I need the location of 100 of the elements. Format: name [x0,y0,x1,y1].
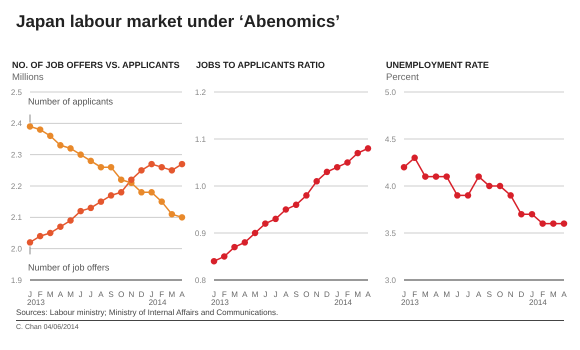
point [411,154,418,162]
point [57,142,64,149]
x-tick-label: A [179,290,186,299]
point [67,145,74,152]
point [98,198,104,205]
x-tick-label: S [293,290,299,299]
point [148,189,155,196]
text: 2013 [401,298,420,307]
chart-title: NO. OF JOB OFFERS VS. APPLICANTS [12,60,181,72]
point [57,223,64,230]
point [262,220,269,227]
point [26,239,34,246]
chart-title: JOBS TO APPLICANTS RATIO [196,60,326,72]
point [432,173,440,180]
point [98,164,104,170]
x-tick-label: J [150,290,154,299]
x-tick-label: J [335,290,340,299]
point [303,192,310,199]
y-tick-label: 1.9 [10,276,23,285]
point [550,220,557,227]
y-tick-label: 2.4 [10,119,23,128]
point [158,198,165,205]
x-tick-label: O [118,290,124,299]
x-tick-label: N [314,290,320,299]
point [364,145,372,152]
point [67,217,74,224]
point [168,167,176,174]
x-tick-label: S [108,290,114,299]
y-axis-title: Millions [12,72,45,84]
point [108,164,114,170]
point [475,173,482,180]
point [88,158,94,164]
x-tick-label: J [28,290,32,299]
point [221,253,228,260]
x-tick-label: M [550,290,557,299]
text: 2013 [27,298,46,307]
text: Japan labour market under ‘Abenomics’ [16,12,340,32]
y-tick-label: 2.3 [10,150,23,160]
point [528,210,536,218]
x-tick-label: A [476,290,482,299]
x-tick-label: M [168,290,176,299]
point [108,192,114,199]
point [354,150,361,156]
y-tick-label: 4.0 [384,182,397,191]
point [77,151,84,158]
x-tick-label: J [274,290,278,299]
x-tick-label: M [231,290,238,299]
point [313,178,320,185]
x-tick-label: A [365,290,372,299]
point [178,160,186,168]
point [178,214,186,221]
x-tick-label: F [345,290,350,299]
series-label: Number of applicants [28,96,114,106]
point [231,244,238,250]
x-tick-label: F [38,290,43,299]
point [454,192,461,199]
point [344,159,351,166]
y-tick-label: 4.5 [384,134,397,144]
point [88,204,94,212]
point [158,164,165,170]
point [47,230,54,236]
x-tick-label: J [402,290,406,299]
x-tick-label: J [78,290,83,299]
x-tick-label: A [242,290,248,299]
x-tick-label: O [303,290,310,299]
x-tick-label: F [222,290,227,299]
x-tick-label: N [508,290,514,299]
y-axis-title: Percent [386,72,420,84]
y-tick-label: 2.5 [10,88,23,97]
point [242,239,248,246]
point [168,210,176,218]
point [118,176,124,183]
source-note: Sources: Labour ministry; Ministry of Internal Affairs and Communications. [16,308,278,317]
y-tick-label: 1.2 [194,88,207,97]
text: 2014 [334,298,353,307]
x-tick-label: F [159,290,164,299]
point [118,189,124,196]
text: 2014 [148,298,167,307]
point [400,164,408,170]
point [26,123,34,130]
y-tick-label: 3.5 [384,228,397,238]
x-tick-label: J [530,290,534,299]
series-label: Number of job offers [28,262,110,272]
point [282,206,290,213]
point [422,173,429,180]
point [148,160,155,168]
x-tick-label: M [354,290,362,299]
x-tick-label: J [212,290,216,299]
point [443,173,450,180]
y-tick-label: 2.2 [10,182,23,191]
point [252,230,258,236]
point [77,208,84,214]
x-tick-label: A [98,290,104,299]
point [324,168,330,176]
x-tick-label: A [561,290,568,299]
y-tick-label: 2.1 [10,213,23,222]
x-tick-label: O [496,290,504,299]
point [36,126,44,133]
x-tick-label: J [455,290,460,299]
point [486,182,493,190]
